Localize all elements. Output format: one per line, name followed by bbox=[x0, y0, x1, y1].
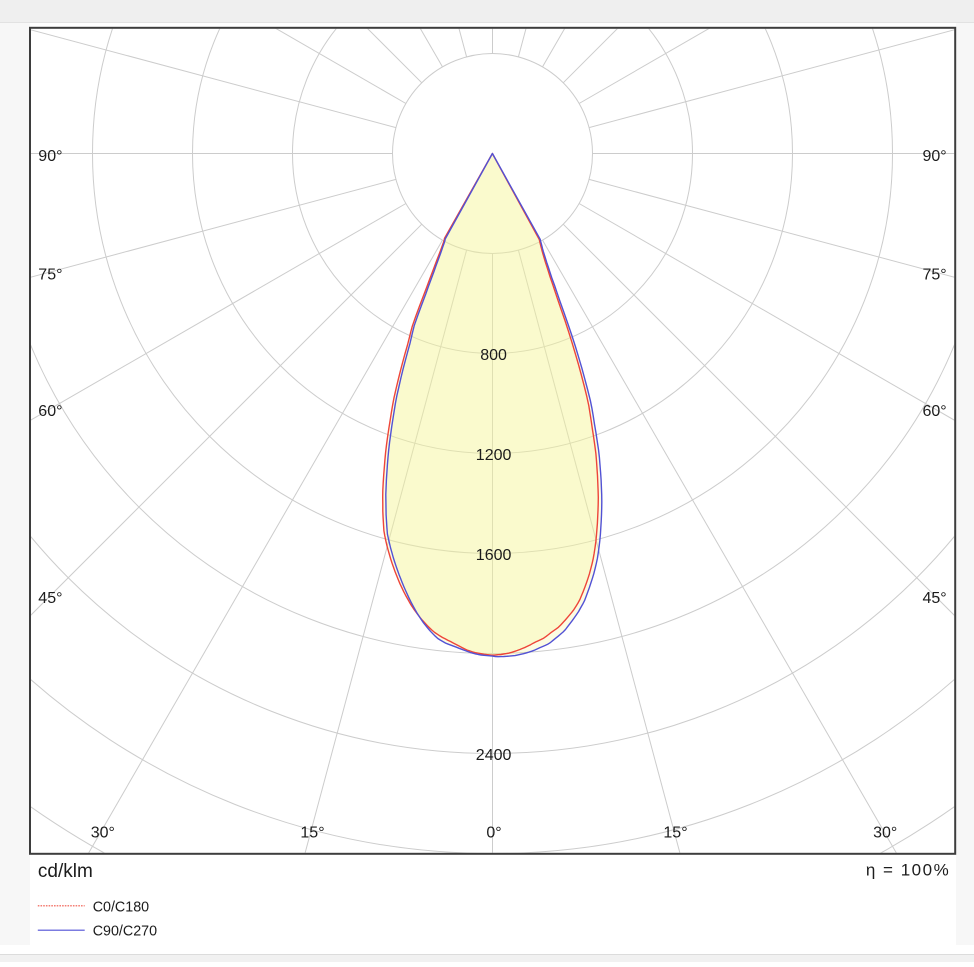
svg-text:1200: 1200 bbox=[476, 447, 512, 464]
svg-text:η = 100%: η = 100% bbox=[866, 861, 950, 880]
svg-text:cd/klm: cd/klm bbox=[38, 861, 93, 882]
svg-text:75°: 75° bbox=[922, 266, 946, 283]
svg-text:15°: 15° bbox=[300, 824, 324, 841]
svg-text:30°: 30° bbox=[91, 824, 115, 841]
svg-text:C90/C270: C90/C270 bbox=[93, 924, 157, 940]
svg-text:45°: 45° bbox=[38, 590, 62, 607]
svg-text:0°: 0° bbox=[486, 824, 501, 841]
svg-text:C0/C180: C0/C180 bbox=[93, 899, 149, 915]
svg-text:30°: 30° bbox=[873, 824, 897, 841]
svg-text:60°: 60° bbox=[38, 403, 62, 420]
svg-text:90°: 90° bbox=[38, 148, 62, 165]
svg-text:75°: 75° bbox=[38, 266, 62, 283]
svg-text:60°: 60° bbox=[922, 403, 946, 420]
svg-text:15°: 15° bbox=[663, 824, 687, 841]
svg-text:2400: 2400 bbox=[476, 747, 512, 764]
svg-text:800: 800 bbox=[480, 347, 507, 364]
svg-text:1600: 1600 bbox=[476, 547, 512, 564]
svg-text:45°: 45° bbox=[922, 590, 946, 607]
svg-text:90°: 90° bbox=[922, 148, 946, 165]
